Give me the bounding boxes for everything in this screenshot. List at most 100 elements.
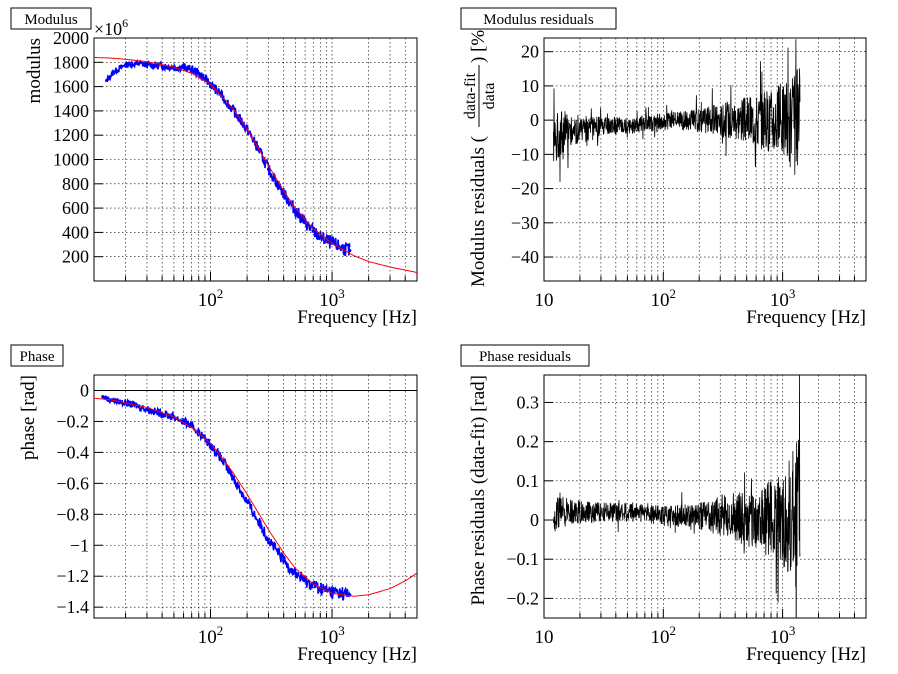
grid — [94, 375, 417, 618]
ticks — [543, 51, 867, 281]
y-tick-label: 1600 — [53, 77, 89, 97]
data-point — [105, 78, 109, 83]
y-tick-label: 200 — [62, 247, 89, 267]
y-tick-label: 0 — [530, 510, 539, 530]
x-tick-power: 3 — [789, 623, 796, 638]
y-tick-label: −0.4 — [56, 442, 89, 462]
x-tick-label: 102 — [651, 623, 677, 648]
plot-title: Phase — [20, 349, 55, 365]
y-tick-label: 20 — [521, 42, 539, 62]
x-tick-power: 2 — [670, 623, 677, 638]
ticks — [94, 389, 418, 618]
x-tick-base: 10 — [319, 290, 338, 311]
y-axis-label-prefix: Modulus residuals ( — [468, 136, 489, 287]
data-point — [340, 591, 344, 595]
series-group — [553, 39, 801, 182]
x-tick-label: 103 — [319, 623, 345, 648]
x-axis-label: Frequency [Hz] — [297, 307, 417, 328]
y-axis-label: modulus — [24, 38, 45, 103]
y-tick-label: 1400 — [53, 101, 89, 121]
y-tick-label: 0.1 — [517, 471, 540, 491]
y-exponent-power: 6 — [122, 16, 128, 30]
y-tick-label: −1 — [70, 535, 89, 555]
x-tick-label: 102 — [651, 286, 677, 311]
series-data-trace — [106, 58, 351, 257]
y-tick-label: −1.4 — [56, 597, 89, 617]
plot-title: Phase residuals — [479, 349, 571, 365]
series-group — [94, 56, 417, 273]
data-point — [348, 249, 352, 253]
y-tick-label: 1200 — [53, 125, 89, 145]
y-tick-label: −0.2 — [56, 411, 89, 431]
y-tick-label: 1000 — [53, 150, 89, 170]
data-point — [190, 68, 194, 72]
x-tick-base: 10 — [651, 290, 670, 311]
ticks — [543, 401, 867, 618]
series-data-trace — [102, 395, 351, 601]
ticks — [94, 37, 418, 281]
x-tick-label: 102 — [198, 286, 224, 311]
y-tick-label: 0 — [530, 110, 539, 130]
x-tick-power: 3 — [338, 286, 345, 301]
title-box — [460, 7, 617, 30]
y-axis-label: Modulus residuals (data-fit data) [%] — [462, 23, 498, 287]
x-tick-base: 10 — [651, 627, 670, 648]
y-tick-label: −0.6 — [56, 473, 89, 493]
x-axis-label: Frequency [Hz] — [746, 307, 866, 328]
data-point — [145, 63, 149, 67]
data-point — [101, 395, 105, 399]
x-axis-label: Frequency [Hz] — [746, 644, 866, 665]
x-axis-label: Frequency [Hz] — [297, 644, 417, 665]
y-tick-label: 0.3 — [517, 392, 540, 412]
x-tick-label: 10 — [535, 290, 554, 311]
x-tick-base: 10 — [770, 290, 789, 311]
title-box — [10, 7, 92, 30]
y-tick-label: −10 — [511, 144, 539, 164]
plot-title: Modulus — [24, 12, 78, 28]
y-tick-label: 10 — [521, 76, 539, 96]
series-residuals-trace — [553, 375, 801, 618]
plot-title: Modulus residuals — [483, 12, 594, 28]
y-tick-label: −30 — [511, 213, 539, 233]
y-axis-label-denominator: data — [481, 83, 498, 110]
y-tick-label: −0.1 — [506, 549, 539, 569]
plot-frame — [543, 374, 867, 619]
series-group — [553, 375, 801, 618]
data-point — [303, 579, 307, 583]
y-tick-label: 600 — [62, 198, 89, 218]
data-point — [266, 537, 271, 541]
y-tick-label: 1800 — [53, 52, 89, 72]
y-tick-label: 0.2 — [517, 432, 540, 452]
data-point — [135, 61, 139, 66]
y-axis-label: Phase residuals (data-fit) [rad] — [468, 375, 489, 606]
x-tick-base: 10 — [319, 627, 338, 648]
y-tick-label: 0 — [80, 380, 89, 400]
title-box — [10, 344, 64, 367]
y-tick-label: −40 — [511, 247, 539, 267]
x-tick-label: 103 — [319, 286, 345, 311]
grid — [544, 375, 866, 618]
data-point — [230, 474, 234, 478]
series-fit-line — [94, 56, 417, 273]
y-tick-label: −1.2 — [56, 566, 89, 586]
data-point — [257, 520, 261, 524]
x-tick-label: 102 — [198, 623, 224, 648]
x-tick-power: 2 — [670, 286, 677, 301]
x-tick-base: 10 — [198, 627, 217, 648]
series-group — [94, 395, 417, 601]
y-exponent-base: ×10 — [94, 19, 122, 39]
y-tick-label: −0.8 — [56, 504, 89, 524]
x-tick-power: 2 — [217, 286, 224, 301]
data-point — [311, 229, 315, 233]
grid — [94, 38, 417, 281]
data-point — [197, 71, 201, 75]
title-box — [460, 344, 590, 367]
data-point — [282, 559, 286, 563]
data-point — [303, 221, 307, 225]
y-tick-label: 400 — [62, 222, 89, 242]
data-point — [266, 167, 271, 171]
data-point — [112, 70, 116, 74]
